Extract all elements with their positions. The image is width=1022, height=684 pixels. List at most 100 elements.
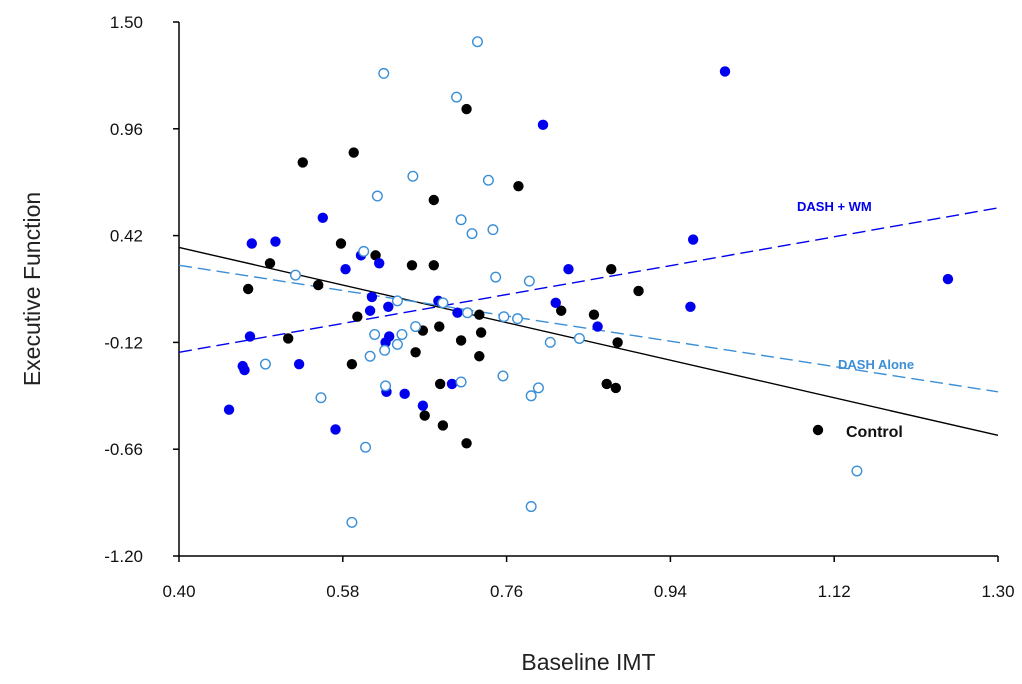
point-control [313,279,324,291]
x-tick-label: 0.58 [326,582,359,601]
point-dash-alone [525,390,537,402]
point-dash-wm [374,258,385,269]
point-control [610,382,621,394]
point-dash-alone [380,380,392,392]
point-dash-wm [364,305,376,316]
point-dash-alone [259,358,271,370]
point-dash-wm [563,264,574,275]
point-dash-alone [544,336,556,348]
fit-line-dash-alone [178,264,999,393]
point-dash-wm [223,404,235,415]
point-dash-wm [244,331,256,342]
point-control [556,305,567,316]
point-dash-alone [523,275,535,287]
point-dash-alone [497,370,509,382]
point-dash-alone [360,441,372,453]
point-control [474,351,485,362]
point-dash-wm [537,119,549,131]
point-control [297,157,308,168]
line-labels: DASH + WM DASH Alone [797,199,914,372]
point-dash-wm [550,297,561,309]
point-dash-alone [573,332,585,344]
point-control [474,309,485,320]
point-control [606,264,617,275]
point-dash-wm [452,307,463,318]
point-control [601,378,612,390]
y-tick-label: 0.96 [110,120,143,139]
point-dash-wm [317,212,328,223]
x-axis-title: Baseline IMT [521,649,655,675]
point-dash-wm [942,273,954,285]
point-control [428,260,439,271]
point-control [264,258,276,269]
legend-marker-control [812,424,824,436]
point-dash-wm [330,424,341,435]
point-control [461,438,472,449]
point-dash-alone [379,344,391,356]
fit-line-control [178,246,999,437]
line-label-dash-alone: DASH Alone [838,357,914,372]
y-axis-title: Executive Function [19,192,45,386]
point-dash-alone [364,350,376,362]
point-dash-alone [525,501,537,513]
point-dash-wm [380,337,391,348]
point-dash-alone [498,311,510,323]
point-dash-alone [410,321,422,333]
point-dash-alone [289,269,301,281]
point-dash-alone [471,36,483,48]
point-control [475,327,487,338]
point-dash-wm [687,234,699,245]
legend: Control [812,424,903,441]
y-tick-label: -0.12 [104,333,143,352]
point-dash-alone [407,170,419,182]
point-control [588,309,600,320]
point-control [352,311,363,322]
point-control [335,238,347,249]
point-control [455,335,467,346]
point-control [419,410,430,421]
point-dash-alone [851,465,863,477]
point-dash-alone [466,228,478,240]
point-control [434,378,446,390]
legend-label-control: Control [846,424,903,441]
x-tick-label: 1.12 [818,582,851,601]
point-dash-alone [482,174,494,186]
point-dash-alone [369,328,381,340]
point-dash-alone [346,516,358,528]
point-dash-alone [455,376,467,388]
point-dash-wm [239,364,250,376]
point-dash-wm [340,264,351,275]
point-dash-alone [490,271,502,283]
data-points [223,36,954,528]
point-dash-wm [446,378,458,390]
point-control [513,180,524,192]
point-dash-alone [378,67,390,79]
y-tick-label: 1.50 [110,13,143,32]
axes [178,22,998,557]
y-tick-label: -1.20 [104,547,143,566]
point-control [348,147,359,158]
point-control [370,250,381,261]
point-control [428,194,439,206]
point-dash-alone [437,297,449,309]
point-dash-alone [532,382,544,394]
point-control [242,283,254,295]
x-tick-label: 0.94 [654,582,687,601]
point-dash-alone [487,224,499,236]
point-control [461,103,472,115]
point-control [410,347,421,358]
point-dash-alone [391,338,403,350]
point-dash-alone [396,328,408,340]
point-dash-wm [719,66,731,77]
point-control [346,358,358,370]
point-dash-wm [417,400,429,411]
point-dash-wm [592,321,603,332]
y-ticks: 1.50 0.96 0.42 -0.12 -0.66 -1.20 [104,13,179,566]
point-dash-wm [366,291,378,303]
x-tick-label: 0.40 [162,582,195,601]
x-ticks: 0.40 0.58 0.76 0.94 1.12 1.30 [162,556,1015,601]
point-control [283,333,294,344]
point-dash-wm [399,388,410,400]
